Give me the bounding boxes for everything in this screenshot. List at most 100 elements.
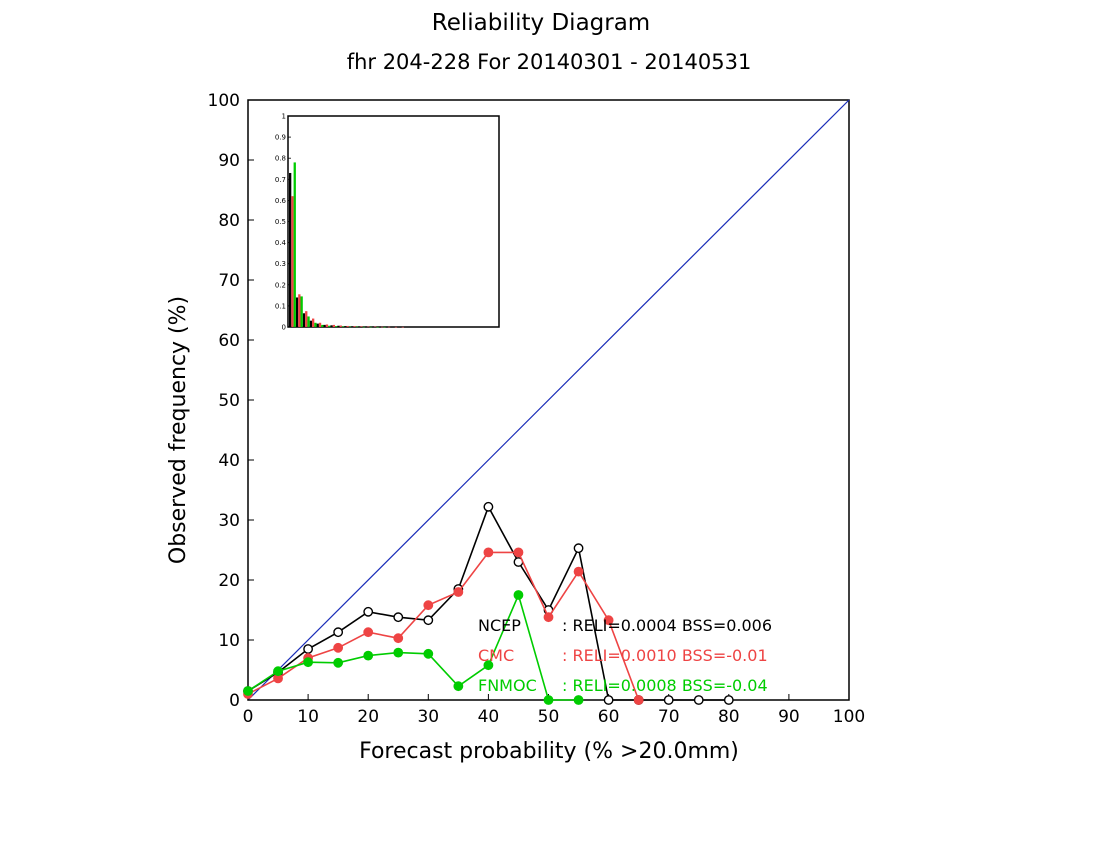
x-tick-label: 100	[833, 707, 865, 727]
data-point-fnmoc	[513, 590, 524, 600]
inset-bar	[383, 326, 386, 328]
inset-bar	[330, 325, 333, 327]
inset-bar	[381, 326, 384, 328]
y-tick-label: 40	[218, 451, 240, 471]
data-point-ncep	[663, 695, 674, 705]
inset-bar	[295, 297, 299, 327]
data-point-fnmoc	[483, 660, 494, 671]
inset-bar	[385, 326, 388, 328]
y-tick-label: 20	[218, 571, 240, 591]
inset-y-tick-label: 0.3	[275, 260, 286, 268]
legend-name-cmc: CMC	[478, 646, 514, 665]
inset-frame	[287, 115, 500, 328]
inset-bar	[364, 326, 368, 328]
inset-bar	[318, 322, 322, 327]
x-tick-label: 10	[297, 707, 319, 727]
inset-y-tick-label: 0.1	[275, 302, 286, 310]
inset-bar	[341, 326, 345, 327]
inset-y-tick-label: 0.2	[275, 281, 286, 289]
y-tick-label: 60	[218, 331, 240, 351]
legend-stats-ncep: : RELI=0.0004 BSS=0.006	[562, 616, 772, 635]
data-point-cmc	[573, 566, 584, 577]
inset-bar	[399, 326, 402, 328]
y-tick-label: 80	[218, 211, 240, 231]
inset-bar	[337, 325, 340, 327]
data-point-fnmoc	[333, 657, 344, 668]
inset-bar	[374, 326, 377, 328]
data-point-fnmoc	[423, 648, 434, 659]
data-point-ncep	[393, 612, 404, 623]
series-line-fnmoc	[247, 592, 579, 701]
inset-bar	[309, 320, 312, 327]
x-tick-label: 30	[417, 707, 439, 727]
inset-bar	[289, 172, 292, 327]
data-point-cmc	[603, 615, 614, 626]
data-point-ncep	[573, 543, 584, 554]
inset-bar	[353, 326, 356, 327]
inset-bar	[323, 324, 326, 327]
inset-bar	[302, 313, 306, 327]
chart-subtitle: fhr 204-228 For 20140301 - 20140531	[347, 50, 752, 74]
inset-bar	[325, 324, 329, 327]
inset-bar	[316, 323, 319, 327]
inset-y-tick-label: 0.7	[275, 176, 286, 184]
x-tick-label: 40	[478, 707, 500, 727]
inset-bar	[312, 318, 315, 327]
inset-y-tick-label: 0.9	[275, 134, 286, 142]
inset-bar	[355, 326, 358, 328]
x-tick-label: 60	[598, 707, 620, 727]
inset-y-tick-label: 0.5	[275, 218, 286, 226]
data-point-fnmoc	[453, 681, 464, 692]
data-point-ncep	[333, 627, 344, 638]
x-axis-label: Forecast probability (% >20.0mm)	[359, 739, 739, 764]
inset-bar	[321, 324, 324, 327]
inset-bar	[293, 162, 296, 327]
inset-y-tick-label: 0	[282, 324, 286, 332]
data-point-fnmoc	[303, 657, 313, 668]
inset-y-tick-label: 0.6	[275, 197, 287, 205]
data-point-ncep	[693, 695, 704, 705]
inset-bar	[351, 326, 354, 327]
inset-bar	[348, 326, 352, 328]
data-point-ncep	[723, 695, 734, 705]
y-tick-label: 10	[218, 631, 240, 651]
inset-bar	[369, 326, 372, 328]
inset-bar	[371, 326, 375, 328]
x-tick-label: 80	[718, 707, 740, 727]
x-tick-label: 70	[658, 707, 680, 727]
inset-bar	[394, 326, 398, 328]
inset-bar	[362, 326, 365, 328]
inset-bar	[305, 311, 308, 327]
inset-bar	[387, 326, 391, 328]
data-point-ncep	[483, 501, 494, 512]
data-point-cmc	[483, 547, 494, 558]
inset-bar	[314, 322, 317, 327]
inset-bar	[344, 326, 347, 327]
data-point-ncep	[303, 644, 313, 654]
y-tick-label: 70	[218, 271, 240, 291]
data-point-ncep	[423, 615, 434, 626]
legend-name-fnmoc: FNMOC	[478, 676, 537, 695]
inset-y-tick-label: 0.4	[275, 239, 287, 247]
inset-bar	[376, 326, 379, 328]
y-axis-label: Observed frequency (%)	[166, 296, 191, 564]
y-tick-label: 30	[218, 511, 240, 531]
data-point-ncep	[603, 695, 614, 705]
inset-bar	[332, 324, 335, 327]
data-point-fnmoc	[243, 686, 253, 696]
inset-bar	[300, 296, 303, 327]
series-line-cmc	[247, 551, 640, 701]
y-tick-label: 90	[218, 151, 240, 171]
data-point-fnmoc	[543, 695, 554, 705]
data-point-cmc	[333, 642, 344, 653]
data-point-fnmoc	[393, 647, 404, 658]
inset-bar	[339, 325, 342, 327]
x-tick-label: 20	[357, 707, 379, 727]
legend-stats-fnmoc: : RELI=0.0008 BSS=-0.04	[562, 676, 768, 695]
inset-bar	[401, 326, 404, 328]
series-line-ncep	[247, 504, 729, 701]
data-point-cmc	[633, 695, 644, 705]
legend-name-ncep: NCEP	[478, 616, 521, 635]
data-point-cmc	[393, 633, 404, 644]
